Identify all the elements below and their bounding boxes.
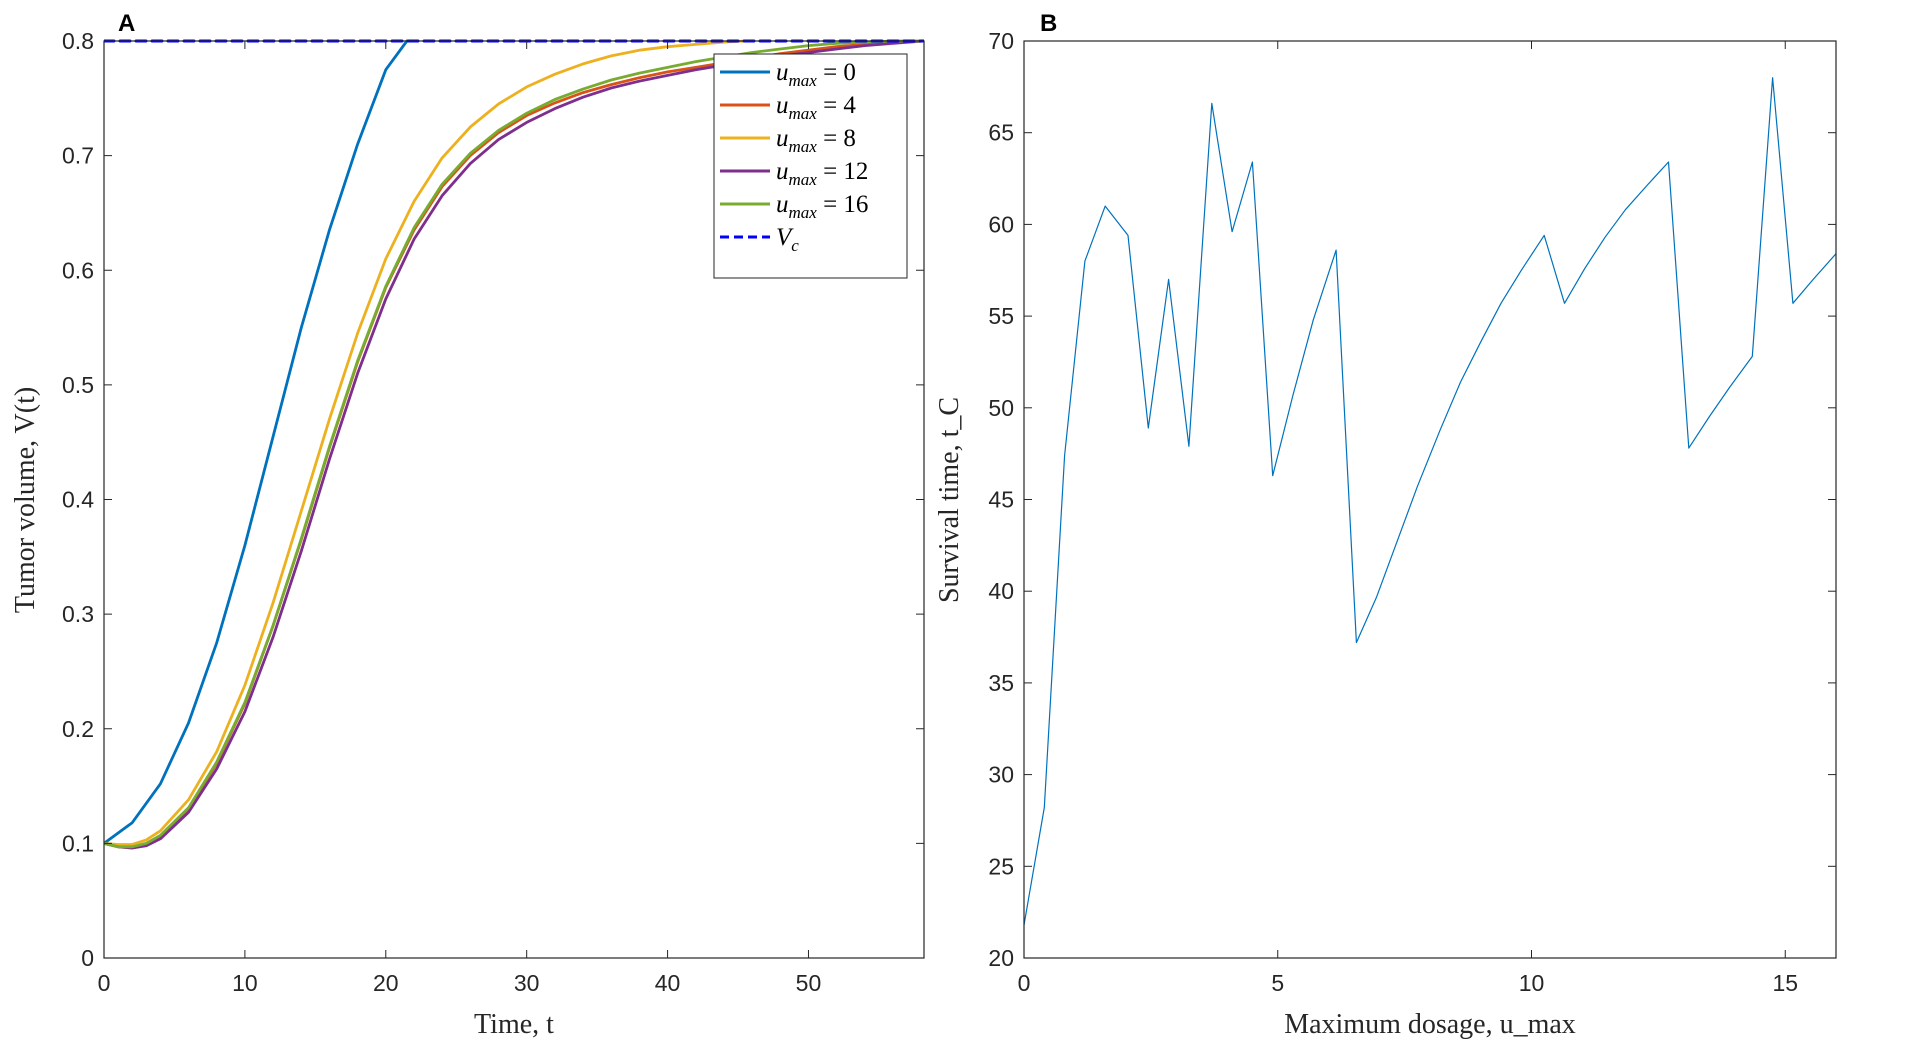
- panel-b-ticks: 0 5 10 15 20 25 30 35 40 45 50 55 60 65 70: [988, 28, 1836, 996]
- panel-b-y-tick-label: 60: [988, 211, 1014, 237]
- panel-a-x-tick-label: 50: [796, 970, 822, 996]
- panel-b-y-tick-label: 50: [988, 395, 1014, 421]
- panel-b-x-tick-label: 0: [1018, 970, 1031, 996]
- panel-b-x-tick-label: 5: [1271, 970, 1284, 996]
- panel-a-y-axis-label: Tumor volume, V(t): [10, 387, 41, 613]
- legend-entry-4: umax = 16: [776, 191, 868, 222]
- panel-b-survival-time-chart: B 0 5 10 15 20 25 30 35 40 45 50 55 60 65 70 Maximum d…: [934, 10, 1837, 1040]
- panel-a-y-tick-label: 0.8: [62, 28, 94, 54]
- panel-a-series-line-4: [104, 39, 924, 849]
- panel-a-y-tick-label: 0.2: [62, 716, 94, 742]
- panel-a-ticks: 0 10 20 30 40 50 0 0.1 0.2 0.3 0.4 0.5 0.6 0.7 0.8: [62, 28, 924, 996]
- panel-a-x-tick-label: 0: [98, 970, 111, 996]
- panel-b-x-tick-label: 10: [1519, 970, 1545, 996]
- panel-b-y-tick-label: 55: [988, 303, 1014, 329]
- panel-b-y-tick-label: 65: [988, 120, 1014, 146]
- panel-b-series-line-0: [1024, 77, 1836, 926]
- panel-a-y-tick-label: 0: [81, 945, 94, 971]
- panel-b-x-tick-label: 15: [1772, 970, 1798, 996]
- panel-a-x-tick-label: 20: [373, 970, 399, 996]
- panel-b-y-tick-label: 40: [988, 578, 1014, 604]
- panel-b-y-tick-label: 35: [988, 670, 1014, 696]
- panel-a-y-tick-label: 0.3: [62, 601, 94, 627]
- legend-entry-1: umax = 4: [776, 92, 856, 123]
- panel-a-x-axis-label: Time, t: [474, 1009, 554, 1040]
- panel-a-tumor-volume-chart: A 0 10 20 30 40 50 0 0.1 0.2 0.3 0.4 0.5 0.6 0.7 0.8 T…: [10, 10, 925, 1040]
- panel-b-y-tick-label: 45: [988, 487, 1014, 513]
- panel-b-y-tick-label: 30: [988, 762, 1014, 788]
- legend-entry-5: Vc: [776, 224, 799, 255]
- panel-b-y-axis-label: Survival time, t_C: [934, 397, 965, 603]
- panel-a-series-line-0: [104, 39, 409, 845]
- legend-entry-0: umax = 0: [776, 59, 856, 90]
- panel-a-y-tick-label: 0.5: [62, 372, 94, 398]
- panel-a-y-tick-label: 0.6: [62, 257, 94, 283]
- panel-b-y-tick-label: 20: [988, 945, 1014, 971]
- panel-a-y-tick-label: 0.4: [62, 487, 94, 513]
- panel-b-y-tick-label: 70: [988, 28, 1014, 54]
- panel-a-y-tick-label: 0.1: [62, 830, 94, 856]
- panel-a-x-tick-label: 10: [232, 970, 258, 996]
- legend-entry-2: umax = 8: [776, 125, 856, 156]
- panel-a-x-tick-label: 30: [514, 970, 540, 996]
- panel-b-y-tick-label: 25: [988, 853, 1014, 879]
- panel-a-series-line-2: [104, 39, 747, 846]
- panel-b-label: B: [1040, 10, 1057, 37]
- panel-b-plot-area: [1024, 77, 1836, 926]
- panel-a-y-tick-label: 0.7: [62, 143, 94, 169]
- legend-box: [713, 53, 908, 279]
- legend-entry-3: umax = 12: [776, 158, 868, 189]
- panel-a-label: A: [118, 10, 135, 37]
- panel-a-x-tick-label: 40: [655, 970, 681, 996]
- panel-b-x-axis-label: Maximum dosage, u_max: [1284, 1009, 1576, 1040]
